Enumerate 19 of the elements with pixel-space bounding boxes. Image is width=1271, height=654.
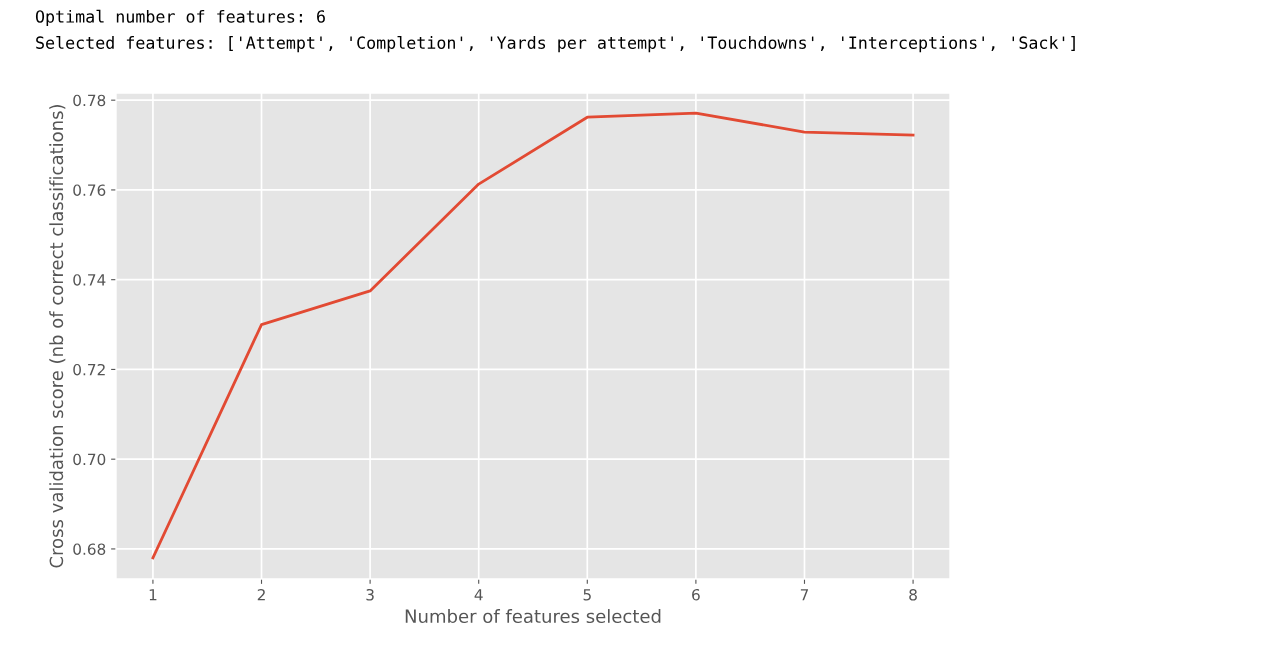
y-tick-label: 0.70: [73, 453, 106, 466]
x-tick-label: 4: [474, 589, 483, 601]
text: Selected features: ['Attempt', 'Completion', 'Yards per attempt', 'Touchdowns', 'Interceptions', 'Sack']: [36, 35, 1075, 53]
y-tick-label: 0.68: [73, 543, 106, 555]
line-series: [151, 111, 915, 560]
x-tick-label: 2: [257, 588, 265, 601]
x-tick-label: 1: [149, 589, 157, 601]
x-tick-label: 8: [909, 588, 917, 601]
y-tick-label: 0.74: [73, 274, 106, 286]
x-tick-label: 7: [800, 589, 809, 601]
x-tick-label: 5: [583, 589, 591, 601]
y-tick-label: 0.76: [73, 184, 106, 196]
y-tick-label: 0.78: [73, 94, 106, 107]
x-tick-label: 3: [366, 588, 374, 601]
y-tick-label: 0.72: [73, 363, 105, 376]
x-tick-label: 6: [692, 588, 700, 601]
text: Optimal number of features: 6: [35, 9, 325, 27]
x-axis-title: Number of features selected: [405, 609, 661, 624]
y-axis-title: Cross validation score (nb of correct classifications): [49, 104, 66, 568]
